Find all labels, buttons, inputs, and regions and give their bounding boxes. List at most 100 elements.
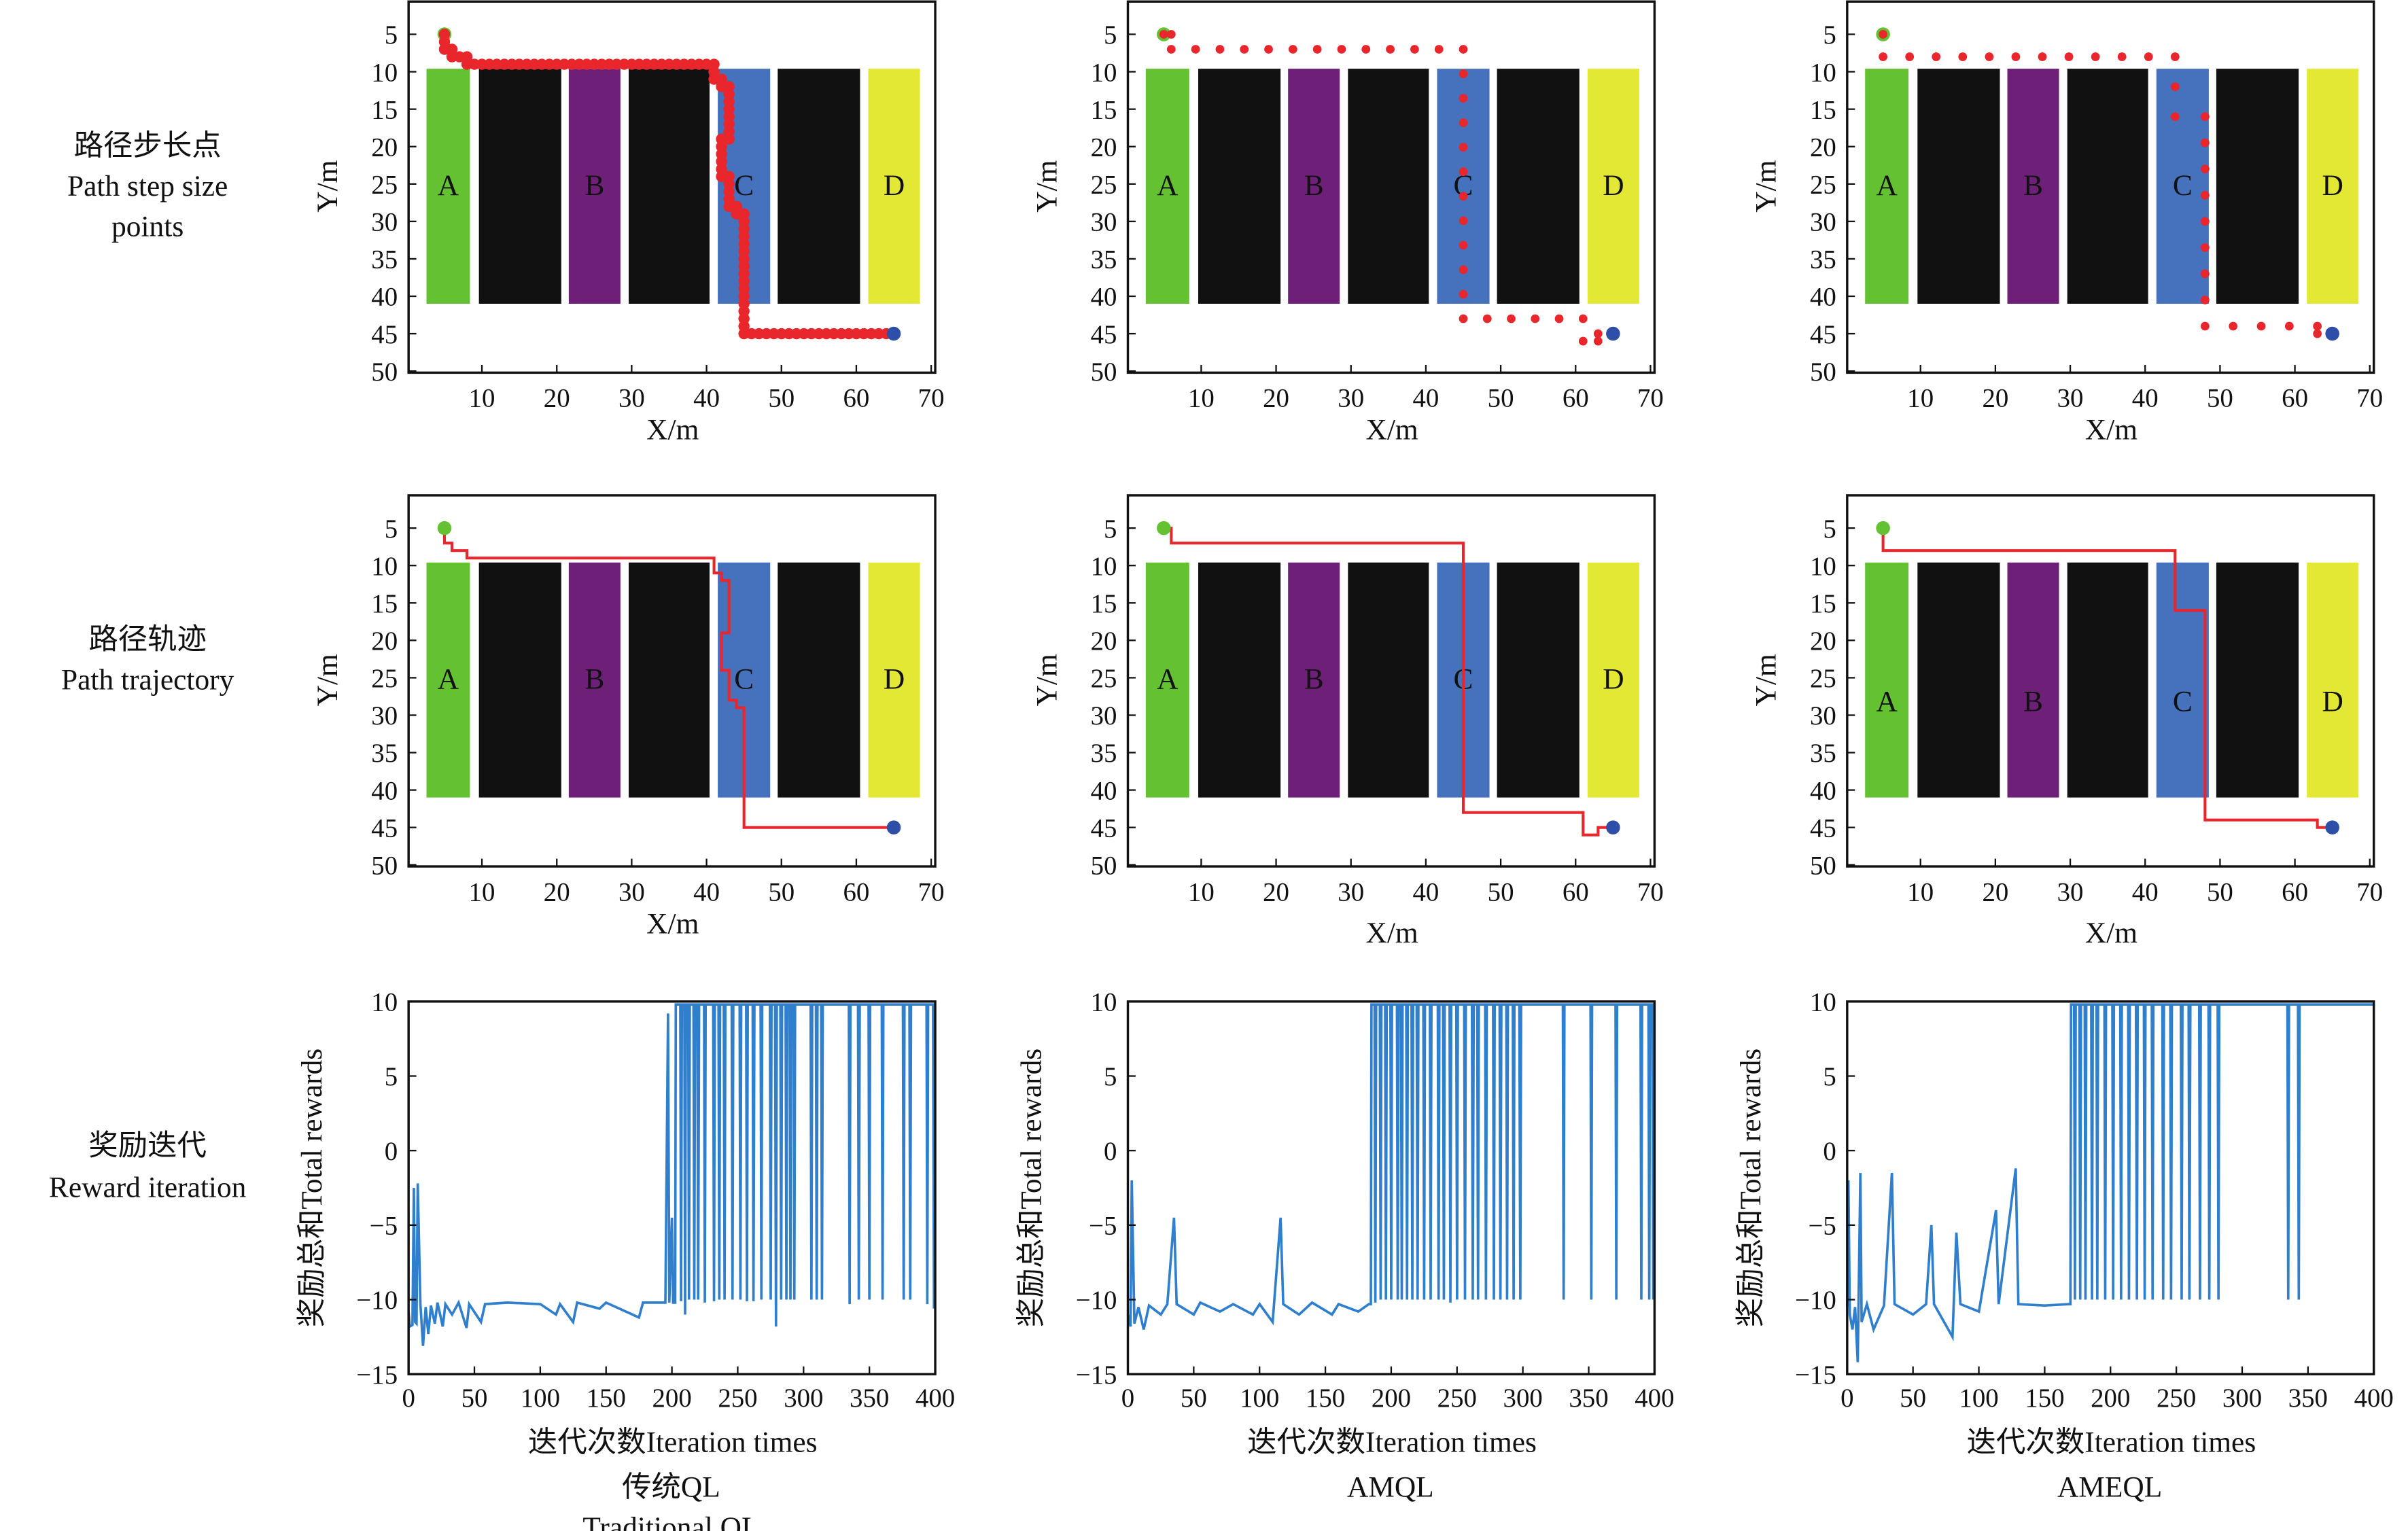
x-tick-label: 40 xyxy=(693,384,720,413)
x-axis-label: X/m xyxy=(2085,414,2137,446)
plot-frame xyxy=(1846,1000,2375,1375)
x-tick-label: 70 xyxy=(918,877,945,907)
zone-label: D xyxy=(884,169,905,202)
zone-label: B xyxy=(2023,169,2043,202)
path-step-dot xyxy=(1459,289,1468,299)
y-tick-label: 35 xyxy=(371,739,398,768)
y-tick-label: 20 xyxy=(371,627,398,656)
x-tick-label: 50 xyxy=(1488,877,1514,907)
path-map-panel: A B C D 5 10 15 20 25 30 35 40 45 50 10 20 30 40 50 60 70 X/m… xyxy=(1750,0,2383,446)
y-axis-label: Y/m xyxy=(1750,654,1783,706)
y-tick-label: 10 xyxy=(371,552,398,581)
path-step-dot xyxy=(2200,321,2210,331)
row-label-3: 奖励迭代 Reward iteration xyxy=(49,1129,247,1204)
path-step-dot xyxy=(1166,45,1176,54)
zone-obstacle xyxy=(1497,562,1580,798)
x-tick-label: 70 xyxy=(2356,877,2383,907)
zone-label: A xyxy=(1876,169,1898,202)
x-tick-label: 10 xyxy=(1907,877,1934,907)
y-axis-label: Y/m xyxy=(1030,160,1063,212)
x-tick-label: 30 xyxy=(2057,384,2084,413)
column-title-en: Traditional QL xyxy=(582,1511,759,1531)
y-tick-label: 20 xyxy=(371,133,398,162)
x-tick-label: 400 xyxy=(915,1384,955,1413)
plot-frame xyxy=(1126,0,1656,374)
zone-label: C xyxy=(2173,685,2193,718)
y-tick-label: 10 xyxy=(1810,988,1836,1017)
x-tick-label: 50 xyxy=(768,384,795,413)
y-tick-label: 40 xyxy=(1810,283,1836,312)
path-step-dot xyxy=(1361,45,1371,54)
y-tick-label: 35 xyxy=(1810,245,1836,275)
x-tick-label: 200 xyxy=(1372,1384,1411,1413)
path-step-dot xyxy=(1459,69,1468,78)
y-tick-label: 10 xyxy=(1810,58,1836,87)
zone-obstacle xyxy=(2067,562,2148,798)
path-step-dot xyxy=(2256,321,2266,331)
y-tick-label: 35 xyxy=(1091,245,1117,275)
zone-obstacle xyxy=(1917,562,2000,798)
zone-C xyxy=(2156,69,2209,304)
x-tick-label: 150 xyxy=(2025,1384,2064,1413)
y-tick-label: 40 xyxy=(1810,776,1836,805)
x-tick-label: 250 xyxy=(2157,1384,2196,1413)
x-tick-label: 30 xyxy=(618,877,645,907)
zone-obstacle xyxy=(629,562,710,798)
start-point xyxy=(1876,521,1890,535)
x-tick-label: 40 xyxy=(693,877,720,907)
path-step-dot xyxy=(2229,321,2238,331)
y-tick-label: 45 xyxy=(1810,320,1836,349)
path-line xyxy=(1881,528,2333,829)
zone-D xyxy=(2307,562,2359,798)
x-tick-label: 20 xyxy=(544,384,570,413)
x-axis-label: 迭代次数Iteration times xyxy=(1247,1426,1537,1458)
x-axis-label: 迭代次数Iteration times xyxy=(528,1426,818,1458)
x-tick-label: 300 xyxy=(1503,1384,1543,1413)
y-tick-label: 35 xyxy=(1810,739,1836,768)
x-tick-label: 50 xyxy=(1488,384,1514,413)
y-tick-label: 30 xyxy=(1810,208,1836,237)
y-tick-label: 25 xyxy=(1810,664,1836,693)
path-step-dot xyxy=(2200,138,2210,147)
y-tick-label: 15 xyxy=(1810,95,1836,124)
x-tick-label: 250 xyxy=(718,1384,757,1413)
zone-B xyxy=(2007,562,2059,798)
x-tick-label: 200 xyxy=(2091,1384,2130,1413)
y-tick-label: 30 xyxy=(371,208,398,237)
x-tick-label: 0 xyxy=(402,1384,415,1413)
path-step-dot xyxy=(1531,314,1540,323)
zone-A xyxy=(1865,562,1909,798)
x-tick-label: 40 xyxy=(1412,877,1439,907)
path-step-dot xyxy=(2170,112,2180,122)
plot-frame xyxy=(1846,0,2375,374)
path-step-dot xyxy=(2170,52,2180,61)
y-axis-label: Y/m xyxy=(1750,160,1783,212)
y-tick-label: −15 xyxy=(1795,1360,1836,1390)
y-tick-label: 35 xyxy=(1091,739,1117,768)
column-titles: 传统QL Traditional QL AMQL AMEQL xyxy=(582,1471,2162,1531)
y-tick-label: 50 xyxy=(371,357,398,387)
zone-D xyxy=(868,69,920,304)
zone-obstacle xyxy=(478,562,561,798)
path-step-dot xyxy=(1191,45,1200,54)
x-tick-label: 100 xyxy=(521,1384,560,1413)
zone-obstacle xyxy=(1917,69,2000,304)
zone-A xyxy=(426,562,470,798)
row-label-en: Path trajectory xyxy=(61,664,234,697)
path-step-dot xyxy=(1459,216,1468,226)
zone-label: A xyxy=(1157,169,1179,202)
zone-obstacle xyxy=(2216,69,2299,304)
y-tick-label: 30 xyxy=(371,701,398,731)
x-tick-label: 70 xyxy=(918,384,945,413)
x-tick-label: 20 xyxy=(1982,384,2008,413)
y-tick-label: 15 xyxy=(1091,95,1117,124)
path-step-dot xyxy=(1240,45,1249,54)
path-step-dot xyxy=(1264,45,1273,54)
y-tick-label: 10 xyxy=(1091,988,1117,1017)
path-step-dot xyxy=(1879,30,1888,39)
path-step-dot xyxy=(1578,314,1588,323)
